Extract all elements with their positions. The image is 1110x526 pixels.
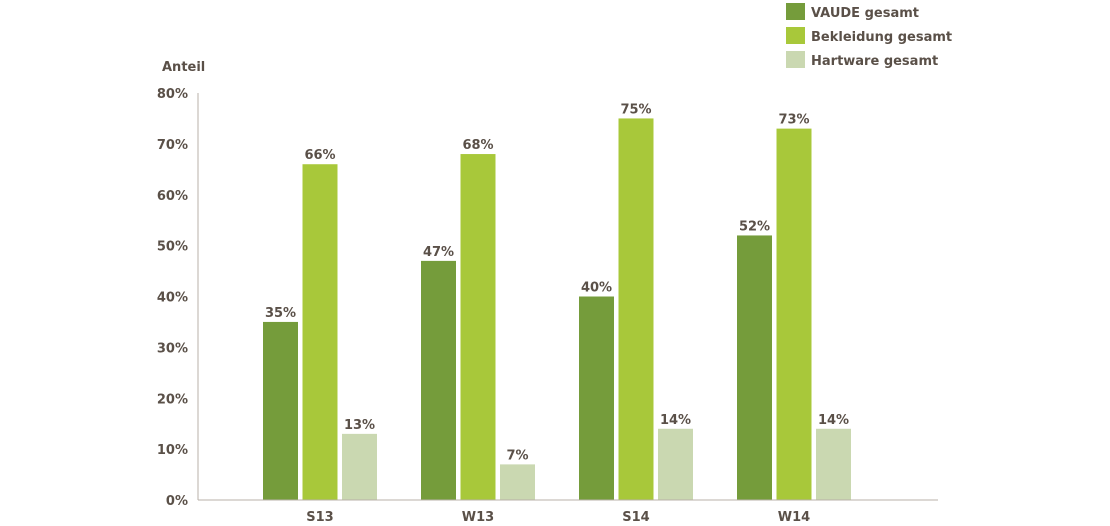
data-label: 66% [304,148,335,163]
data-label: 14% [660,413,691,428]
data-label: 47% [423,245,454,260]
data-labels: 35% 66% 13% 47% 68% 7% 40% 75% 14% 52% 73% 14% [265,102,849,463]
data-label: 40% [581,281,612,296]
legend-label: Hartware gesamt [811,54,938,69]
data-label: 13% [344,418,375,433]
bar [579,296,614,500]
y-tick-label: 70% [157,138,188,153]
data-label: 75% [620,102,651,117]
y-tick-label: 10% [157,443,188,458]
data-label: 14% [818,413,849,428]
legend-label: VAUDE gesamt [811,6,919,21]
data-label: 35% [265,306,296,321]
y-tick-label: 0% [166,494,188,509]
legend-swatch [786,27,805,44]
legend-swatch [786,51,805,68]
y-tick-label: 20% [157,392,188,407]
bar [342,433,377,500]
data-label: 52% [739,219,770,234]
x-tick-label: W14 [778,510,810,525]
bar [737,235,772,500]
x-tick-label: W13 [462,510,494,525]
x-axis-ticks: S13 W13 S14 W14 [306,510,810,525]
y-axis-title: Anteil [162,60,205,75]
legend: VAUDE gesamt Bekleidung gesamt Hartware ge… [786,3,952,69]
y-tick-label: 50% [157,240,188,255]
x-tick-label: S13 [306,510,333,525]
y-tick-label: 30% [157,341,188,356]
data-label: 68% [462,138,493,153]
bar [776,128,812,501]
bar [658,428,693,500]
y-tick-label: 80% [157,87,188,102]
bar [816,428,851,500]
bar [500,464,535,500]
bar [460,154,496,501]
x-tick-label: S14 [622,510,649,525]
bar [302,164,338,500]
y-tick-label: 40% [157,291,188,306]
y-tick-label: 60% [157,189,188,204]
data-label: 7% [506,448,528,463]
legend-label: Bekleidung gesamt [811,30,952,45]
data-label: 73% [778,113,809,128]
bars [263,118,851,501]
bar [263,321,298,500]
legend-swatch [786,3,805,20]
y-axis-ticks: 0% 10% 20% 30% 40% 50% 60% 70% 80% [157,87,188,509]
bar [421,260,456,500]
bar [618,118,654,500]
